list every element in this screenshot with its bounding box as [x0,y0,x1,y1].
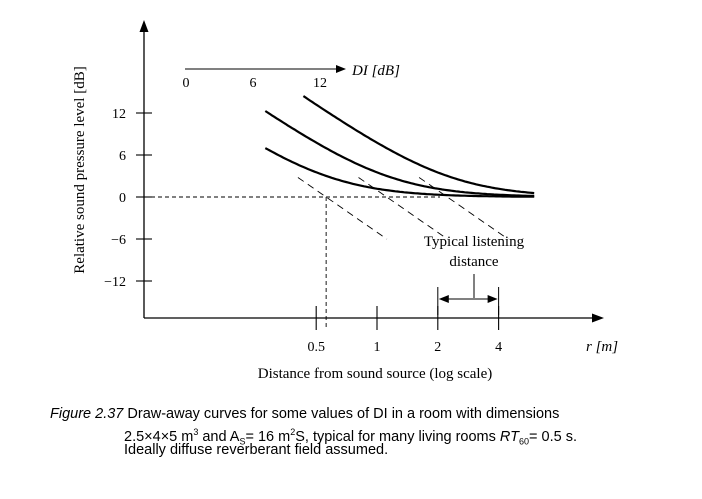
caption-line1: Draw-away curves for some values of DI i… [127,406,560,422]
curve-di-12 [302,95,535,195]
direct-field-lines [297,177,509,240]
listening-distance-range [437,274,500,315]
caption-line3: Ideally diffuse reverberant field assume… [124,442,389,458]
x-axis-arrowhead [592,313,604,323]
listening-range-left-arrowhead [438,295,449,303]
x-tick-label: 1 [374,340,381,355]
direct-field-line-di-12 [418,177,509,240]
x-tick-label: 4 [495,340,502,355]
y-tick-label: 6 [119,149,126,164]
figure-number: Figure 2.37 [50,406,124,422]
x-axis-label: Distance from sound source (log scale) [258,366,493,382]
y-tick-label: −12 [104,275,126,290]
di-label-12: 12 [313,76,327,91]
y-ticks: 12 6 0 −6 −12 [104,107,152,290]
curve-di-0 [264,147,535,198]
draw-away-curves [264,95,535,198]
direct-field-line-di-6 [358,177,448,240]
x-tick-label: 0.5 [307,340,325,355]
y-tick-label: −6 [111,233,126,248]
curve-di-6 [264,110,535,198]
di-legend-label: DI [dB] [351,63,400,79]
x-tick-label: 2 [434,340,441,355]
listening-distance-label-line1: Typical listening [424,234,525,250]
y-tick-label: 12 [112,107,126,122]
y-tick-label: 0 [119,191,126,206]
x-unit-label: r [m] [586,339,618,355]
listening-range-right-arrowhead [487,295,498,303]
x-ticks: 0.5 1 2 4 [307,306,502,355]
direct-field-line-di-0 [297,177,388,240]
y-axis-label: Relative sound pressure level [dB] [72,66,88,273]
caption-line2: 2.5×4×5 m3 and AS= 16 m2S, typical for m… [124,427,577,447]
di-label-6: 6 [250,76,257,91]
y-axis-arrowhead [139,20,149,32]
listening-distance-label-line2: distance [449,254,498,270]
di-label-0: 0 [183,76,190,91]
